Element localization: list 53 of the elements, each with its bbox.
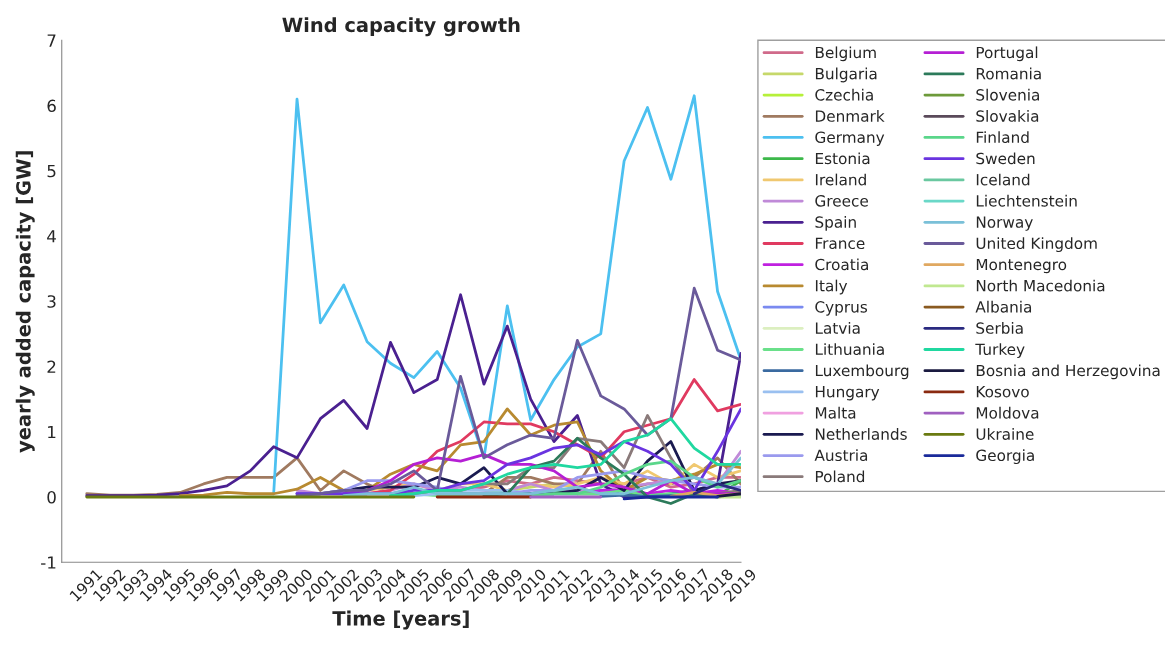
legend-label: Greece xyxy=(815,195,869,207)
legend-label: Czechia xyxy=(815,88,873,101)
legend-label: Romania xyxy=(976,67,1041,80)
legend-label: Serbia xyxy=(976,322,1023,334)
y-axis-title: yearly added capacity [GW] xyxy=(15,151,35,453)
y-tick-label: -1 xyxy=(41,556,56,569)
legend-label: Spain xyxy=(815,216,856,231)
legend-label: Denmark xyxy=(815,110,885,122)
legend-label: Turkey xyxy=(975,343,1025,359)
legend-label: Liechtenstein xyxy=(976,194,1077,207)
legend-label: Croatia xyxy=(815,258,868,271)
y-tick-label: 5 xyxy=(47,164,56,178)
legend-label: Italy xyxy=(815,279,848,295)
legend-label: Albania xyxy=(975,300,1032,313)
y-tick-label: 6 xyxy=(47,99,56,113)
legend-label: Sweden xyxy=(976,152,1035,165)
legend-label: Norway xyxy=(976,216,1033,231)
y-tick-label: 0 xyxy=(47,490,56,504)
legend-label: Bosnia and Herzegovina xyxy=(976,364,1160,380)
legend-label: Austria xyxy=(814,449,868,462)
legend-label: Cyprus xyxy=(815,301,868,316)
legend-label: Germany xyxy=(815,131,885,147)
x-axis-title: Time [years] xyxy=(332,610,469,630)
legend-label: Hungary xyxy=(815,386,880,401)
legend-label: Iceland xyxy=(976,173,1030,186)
legend-label: Moldova xyxy=(976,406,1039,419)
legend-label: Bulgaria xyxy=(815,67,877,83)
legend-label: Lithuania xyxy=(815,343,884,356)
legend-label: Ireland xyxy=(815,173,866,186)
legend-label: Malta xyxy=(815,406,856,419)
y-tick-label: 2 xyxy=(47,360,56,373)
legend-label: Kosovo xyxy=(976,386,1029,398)
legend-label: Latvia xyxy=(815,322,860,334)
chart-title: Wind capacity growth xyxy=(282,17,520,37)
legend-label: United Kingdom xyxy=(976,237,1097,253)
legend-label: Finland xyxy=(976,131,1029,144)
legend-label: North Macedonia xyxy=(976,279,1105,292)
legend-label: Netherlands xyxy=(815,428,907,440)
y-tick-label: 4 xyxy=(47,230,56,243)
y-tick-label: 7 xyxy=(47,34,56,47)
legend-label: Portugal xyxy=(976,46,1038,62)
y-tick-label: 3 xyxy=(47,295,56,308)
legend-label: Luxembourg xyxy=(815,364,909,380)
legend-label: France xyxy=(815,237,865,250)
legend-label: Belgium xyxy=(815,46,876,62)
legend-label: Montenegro xyxy=(976,258,1067,274)
legend-label: Estonia xyxy=(815,152,870,165)
legend-label: Slovakia xyxy=(976,110,1039,122)
legend-label: Slovenia xyxy=(976,88,1039,101)
legend-label: Ukraine xyxy=(976,428,1034,440)
y-tick-label: 1 xyxy=(48,425,56,439)
legend-label: Poland xyxy=(815,470,865,483)
legend-label: Georgia xyxy=(976,449,1034,465)
